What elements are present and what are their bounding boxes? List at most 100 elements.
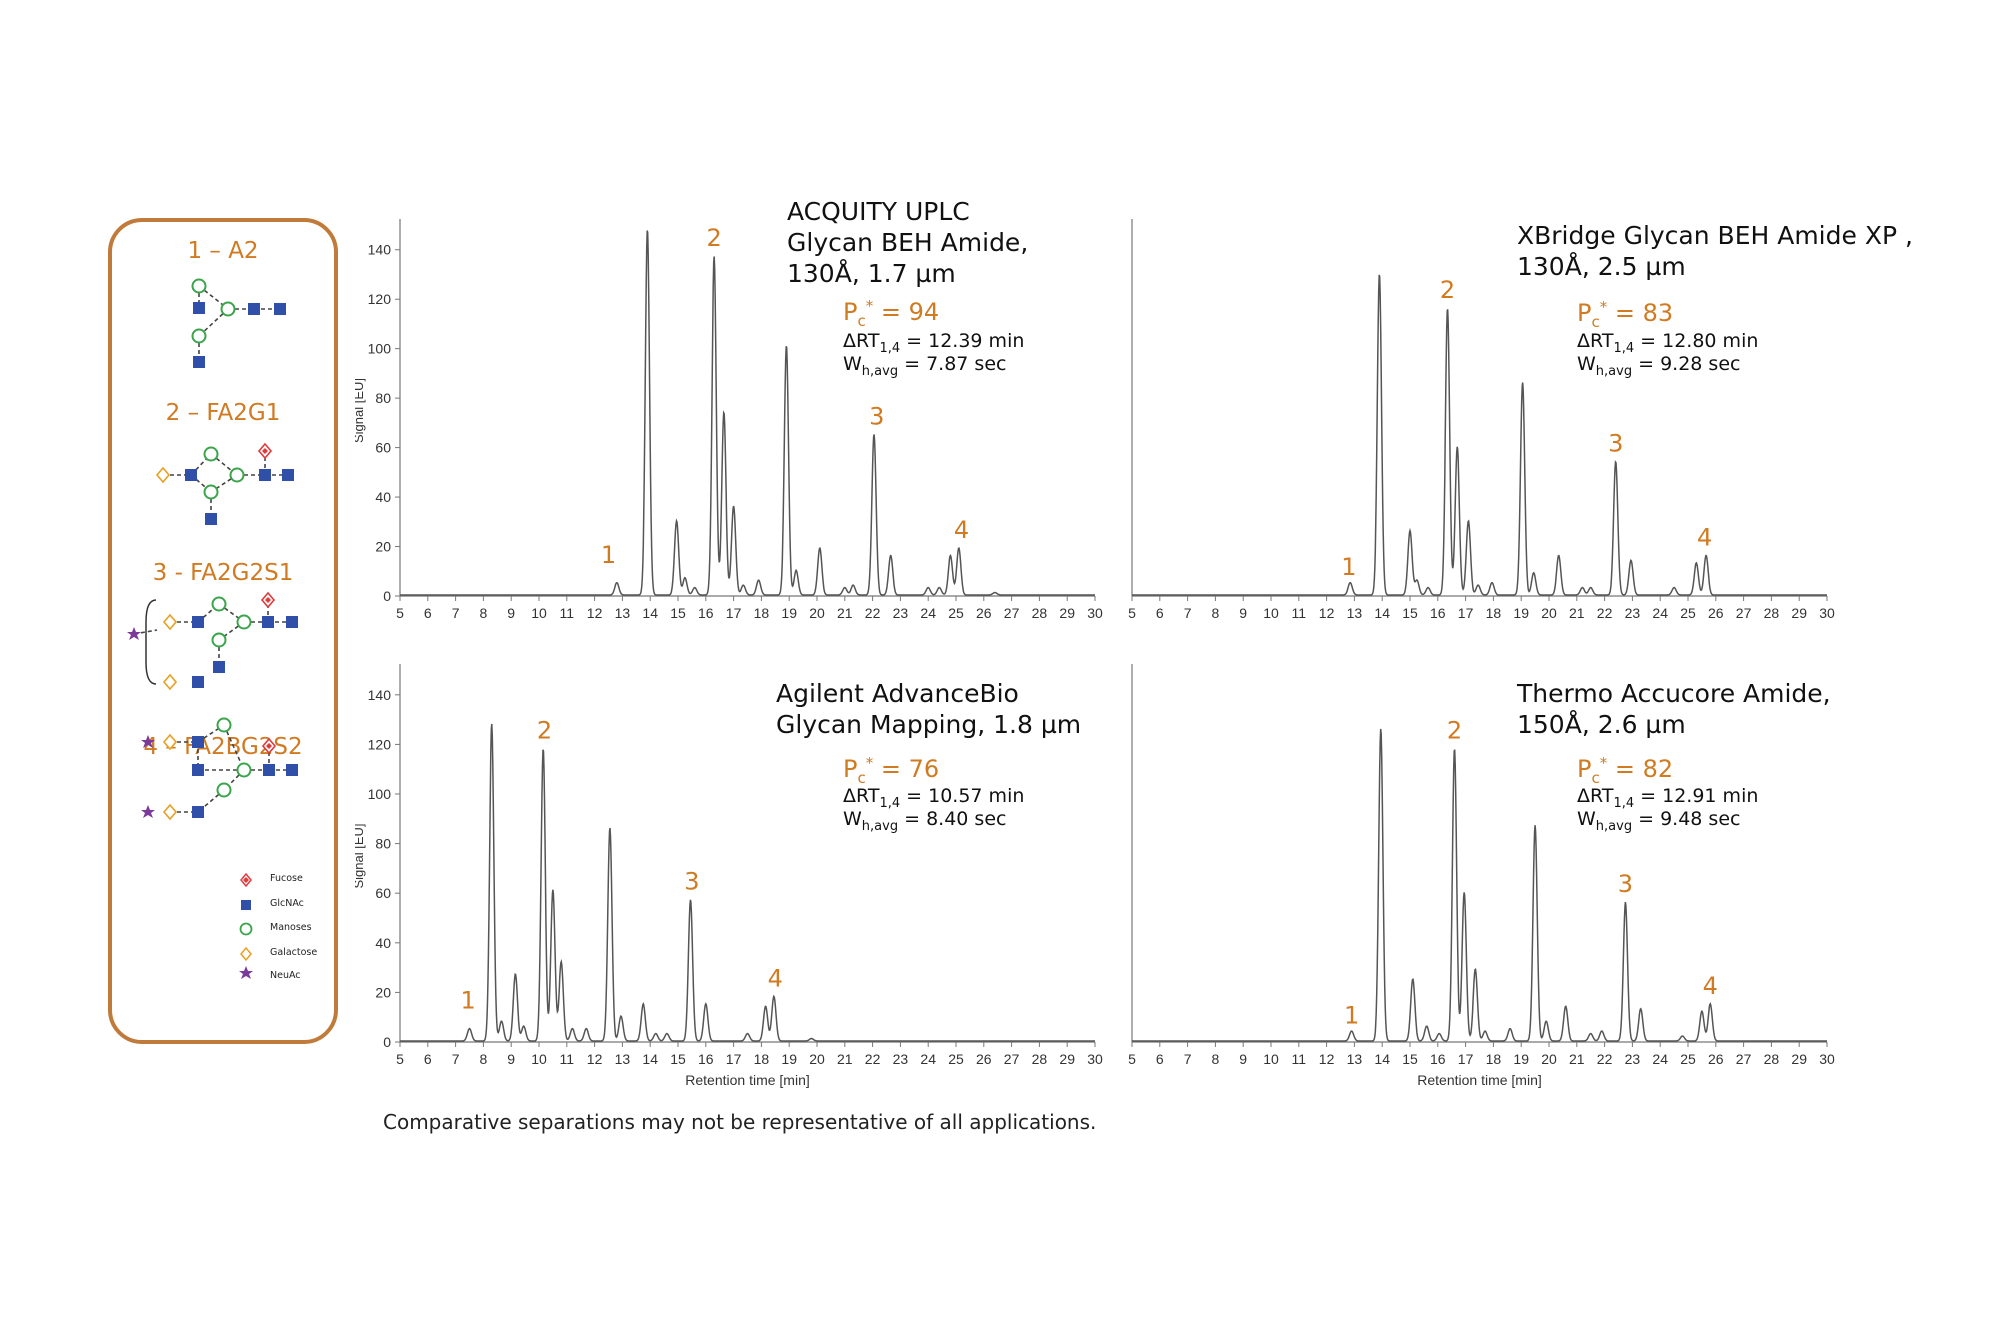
x-tick-label: 25 xyxy=(948,605,964,621)
y-tick-label: 0 xyxy=(383,588,391,604)
y-tick-label: 100 xyxy=(368,786,392,802)
x-tick-label: 30 xyxy=(1087,1051,1103,1067)
x-tick-label: 29 xyxy=(1791,605,1807,621)
glycan-title-2: 2 – FA2G1 xyxy=(165,400,281,426)
peak-label: 1 xyxy=(460,987,475,1015)
x-tick-label: 5 xyxy=(396,1051,404,1067)
chart-title: Agilent AdvanceBio Glycan Mapping, 1.8 µ… xyxy=(776,679,1082,739)
x-tick-label: 16 xyxy=(698,605,714,621)
x-tick-label: 24 xyxy=(1652,605,1668,621)
peak-label: 4 xyxy=(1703,972,1718,1000)
y-tick-label: 140 xyxy=(368,687,392,703)
y-tick-label: 20 xyxy=(375,539,391,555)
x-tick-label: 22 xyxy=(1597,605,1613,621)
chart-title: Thermo Accucore Amide, 150Å, 2.6 µm xyxy=(1517,679,1831,739)
x-tick-label: 10 xyxy=(1263,1051,1279,1067)
peak-label: 3 xyxy=(1618,870,1633,898)
x-tick-label: 12 xyxy=(1319,1051,1335,1067)
chromatogram-3: 5 6 7 8 9 10 11 12 13 14 15 16 17 18 19 20 21 22 23 24 25 26 2… xyxy=(355,664,1103,1088)
y-tick-label: 120 xyxy=(368,736,392,752)
retention-delta: ΔRT1,4 = 12.39 min xyxy=(843,330,1025,356)
x-tick-label: 27 xyxy=(1736,1051,1752,1067)
chromatogram-trace xyxy=(1132,274,1827,596)
x-tick-label: 28 xyxy=(1764,1051,1780,1067)
peak-label: 2 xyxy=(1447,716,1462,744)
x-tick-label: 18 xyxy=(754,605,770,621)
x-tick-label: 8 xyxy=(1212,605,1220,621)
x-tick-label: 14 xyxy=(1374,605,1390,621)
yellow-diamond-icon xyxy=(240,946,252,962)
y-tick-label: 40 xyxy=(375,489,391,505)
x-tick-label: 13 xyxy=(615,1051,631,1067)
x-tick-label: 15 xyxy=(670,1051,686,1067)
y-axis-label: Signal [EU] xyxy=(355,378,366,443)
x-tick-label: 15 xyxy=(1402,1051,1418,1067)
peak-capacity: Pc* = 94 xyxy=(843,297,940,330)
y-tick-label: 20 xyxy=(375,984,391,1000)
retention-delta: ΔRT1,4 = 12.91 min xyxy=(1577,785,1759,811)
x-tick-label: 21 xyxy=(1569,1051,1585,1067)
x-tick-label: 9 xyxy=(507,1051,515,1067)
x-tick-label: 12 xyxy=(1319,605,1335,621)
x-tick-label: 5 xyxy=(1128,1051,1136,1067)
x-tick-label: 14 xyxy=(642,605,658,621)
x-tick-label: 17 xyxy=(1458,605,1474,621)
footnote: Comparative separations may not be repre… xyxy=(383,1110,1097,1134)
x-tick-label: 23 xyxy=(893,605,909,621)
x-tick-label: 11 xyxy=(560,1051,575,1067)
x-tick-label: 18 xyxy=(754,1051,770,1067)
retention-delta: ΔRT1,4 = 10.57 min xyxy=(843,785,1025,811)
y-tick-label: 120 xyxy=(368,291,392,307)
peak-label: 3 xyxy=(1608,429,1623,457)
x-tick-label: 21 xyxy=(837,1051,853,1067)
x-tick-label: 19 xyxy=(1513,1051,1529,1067)
purple-star-icon xyxy=(239,966,253,979)
x-tick-label: 21 xyxy=(1569,605,1585,621)
peak-capacity: Pc* = 83 xyxy=(1577,298,1674,331)
key-label-manoses: Manoses xyxy=(270,922,312,933)
x-tick-label: 26 xyxy=(1708,1051,1724,1067)
x-tick-label: 10 xyxy=(1263,605,1279,621)
y-tick-label: 140 xyxy=(368,242,392,258)
x-tick-label: 24 xyxy=(920,1051,936,1067)
x-tick-label: 5 xyxy=(1128,605,1136,621)
x-tick-label: 19 xyxy=(781,605,797,621)
y-tick-label: 80 xyxy=(375,390,391,406)
x-tick-label: 7 xyxy=(452,605,460,621)
x-tick-label: 28 xyxy=(1032,605,1048,621)
y-tick-label: 0 xyxy=(383,1034,391,1050)
x-tick-label: 12 xyxy=(587,1051,603,1067)
key-label-galactose: Galactose xyxy=(270,947,318,958)
x-tick-label: 6 xyxy=(424,1051,432,1067)
peak-label: 3 xyxy=(684,868,699,896)
x-tick-label: 15 xyxy=(670,605,686,621)
peak-label: 3 xyxy=(869,402,884,430)
peak-label: 4 xyxy=(954,516,969,544)
x-tick-label: 13 xyxy=(1347,1051,1363,1067)
x-tick-label: 28 xyxy=(1764,605,1780,621)
x-tick-label: 8 xyxy=(1212,1051,1220,1067)
x-tick-label: 16 xyxy=(1430,605,1446,621)
green-circle-icon xyxy=(239,922,253,936)
x-tick-label: 23 xyxy=(1625,1051,1641,1067)
x-tick-label: 26 xyxy=(976,1051,992,1067)
x-tick-label: 12 xyxy=(587,605,603,621)
x-tick-label: 17 xyxy=(1458,1051,1474,1067)
chromatogram-1: 5 6 7 8 9 10 11 12 13 14 15 16 17 18 19 20 21 22 23 24 25 26 2… xyxy=(355,219,1103,621)
x-axis-label: Retention time [min] xyxy=(685,1072,810,1088)
x-tick-label: 9 xyxy=(1239,605,1247,621)
x-tick-label: 20 xyxy=(1541,605,1557,621)
x-tick-label: 11 xyxy=(560,605,575,621)
x-tick-label: 27 xyxy=(1736,605,1752,621)
peak-width: Wh,avg = 9.48 sec xyxy=(1577,808,1741,834)
y-tick-label: 60 xyxy=(375,885,391,901)
x-tick-label: 22 xyxy=(865,605,881,621)
x-tick-label: 26 xyxy=(976,605,992,621)
chart-title: XBridge Glycan BEH Amide XP , 130Å, 2.5 … xyxy=(1517,221,1913,281)
x-tick-label: 21 xyxy=(837,605,853,621)
x-tick-label: 16 xyxy=(698,1051,714,1067)
y-tick-label: 60 xyxy=(375,440,391,456)
peak-label: 1 xyxy=(1344,1002,1359,1030)
x-tick-label: 10 xyxy=(531,1051,547,1067)
x-tick-label: 9 xyxy=(507,605,515,621)
